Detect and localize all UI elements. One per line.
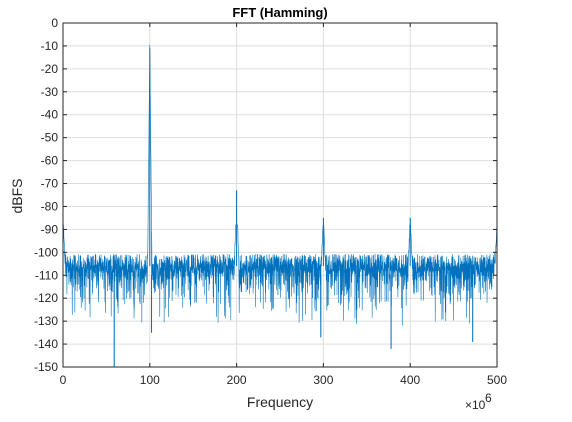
y-tick-label: -90 <box>41 222 59 236</box>
y-tick-labels: 0 -10 -20 -30 -40 -50 -60 -70 -80 -90 -100 -110 -120… <box>34 16 58 374</box>
x-tick-label: 500 <box>487 373 507 387</box>
y-axis-label: dBFS <box>9 178 25 213</box>
axes-background <box>63 23 497 367</box>
x-multiplier-exponent: 6 <box>485 391 492 405</box>
y-tick-label: -140 <box>34 337 58 351</box>
x-tick-label: 0 <box>60 373 67 387</box>
y-tick-label: -30 <box>41 85 59 99</box>
y-tick-label: -120 <box>34 291 58 305</box>
x-tick-labels: 0 100 200 300 400 500 <box>60 373 508 387</box>
y-tick-label: -70 <box>41 177 59 191</box>
chart-title: FFT (Hamming) <box>232 5 327 20</box>
tick-marks <box>62 22 498 368</box>
y-tick-label: -150 <box>34 360 58 374</box>
x-tick-label: 300 <box>313 373 333 387</box>
x-axis-label: Frequency <box>247 394 313 410</box>
x-tick-label: 200 <box>227 373 247 387</box>
x-tick-label: 100 <box>140 373 160 387</box>
grid-lines <box>63 23 497 367</box>
y-tick-label: -20 <box>41 62 59 76</box>
y-tick-label: 0 <box>51 16 58 30</box>
x-multiplier-base: ×10 <box>465 398 486 412</box>
y-tick-label: -50 <box>41 131 59 145</box>
y-tick-label: -100 <box>34 245 58 259</box>
x-tick-label: 400 <box>400 373 420 387</box>
y-tick-label: -40 <box>41 108 59 122</box>
axes-box <box>62 22 498 368</box>
y-tick-label: -60 <box>41 154 59 168</box>
y-tick-label: -10 <box>41 39 59 53</box>
y-tick-label: -80 <box>41 199 59 213</box>
fft-trace <box>62 44 498 368</box>
y-tick-label: -130 <box>34 314 58 328</box>
y-tick-label: -110 <box>35 268 58 282</box>
